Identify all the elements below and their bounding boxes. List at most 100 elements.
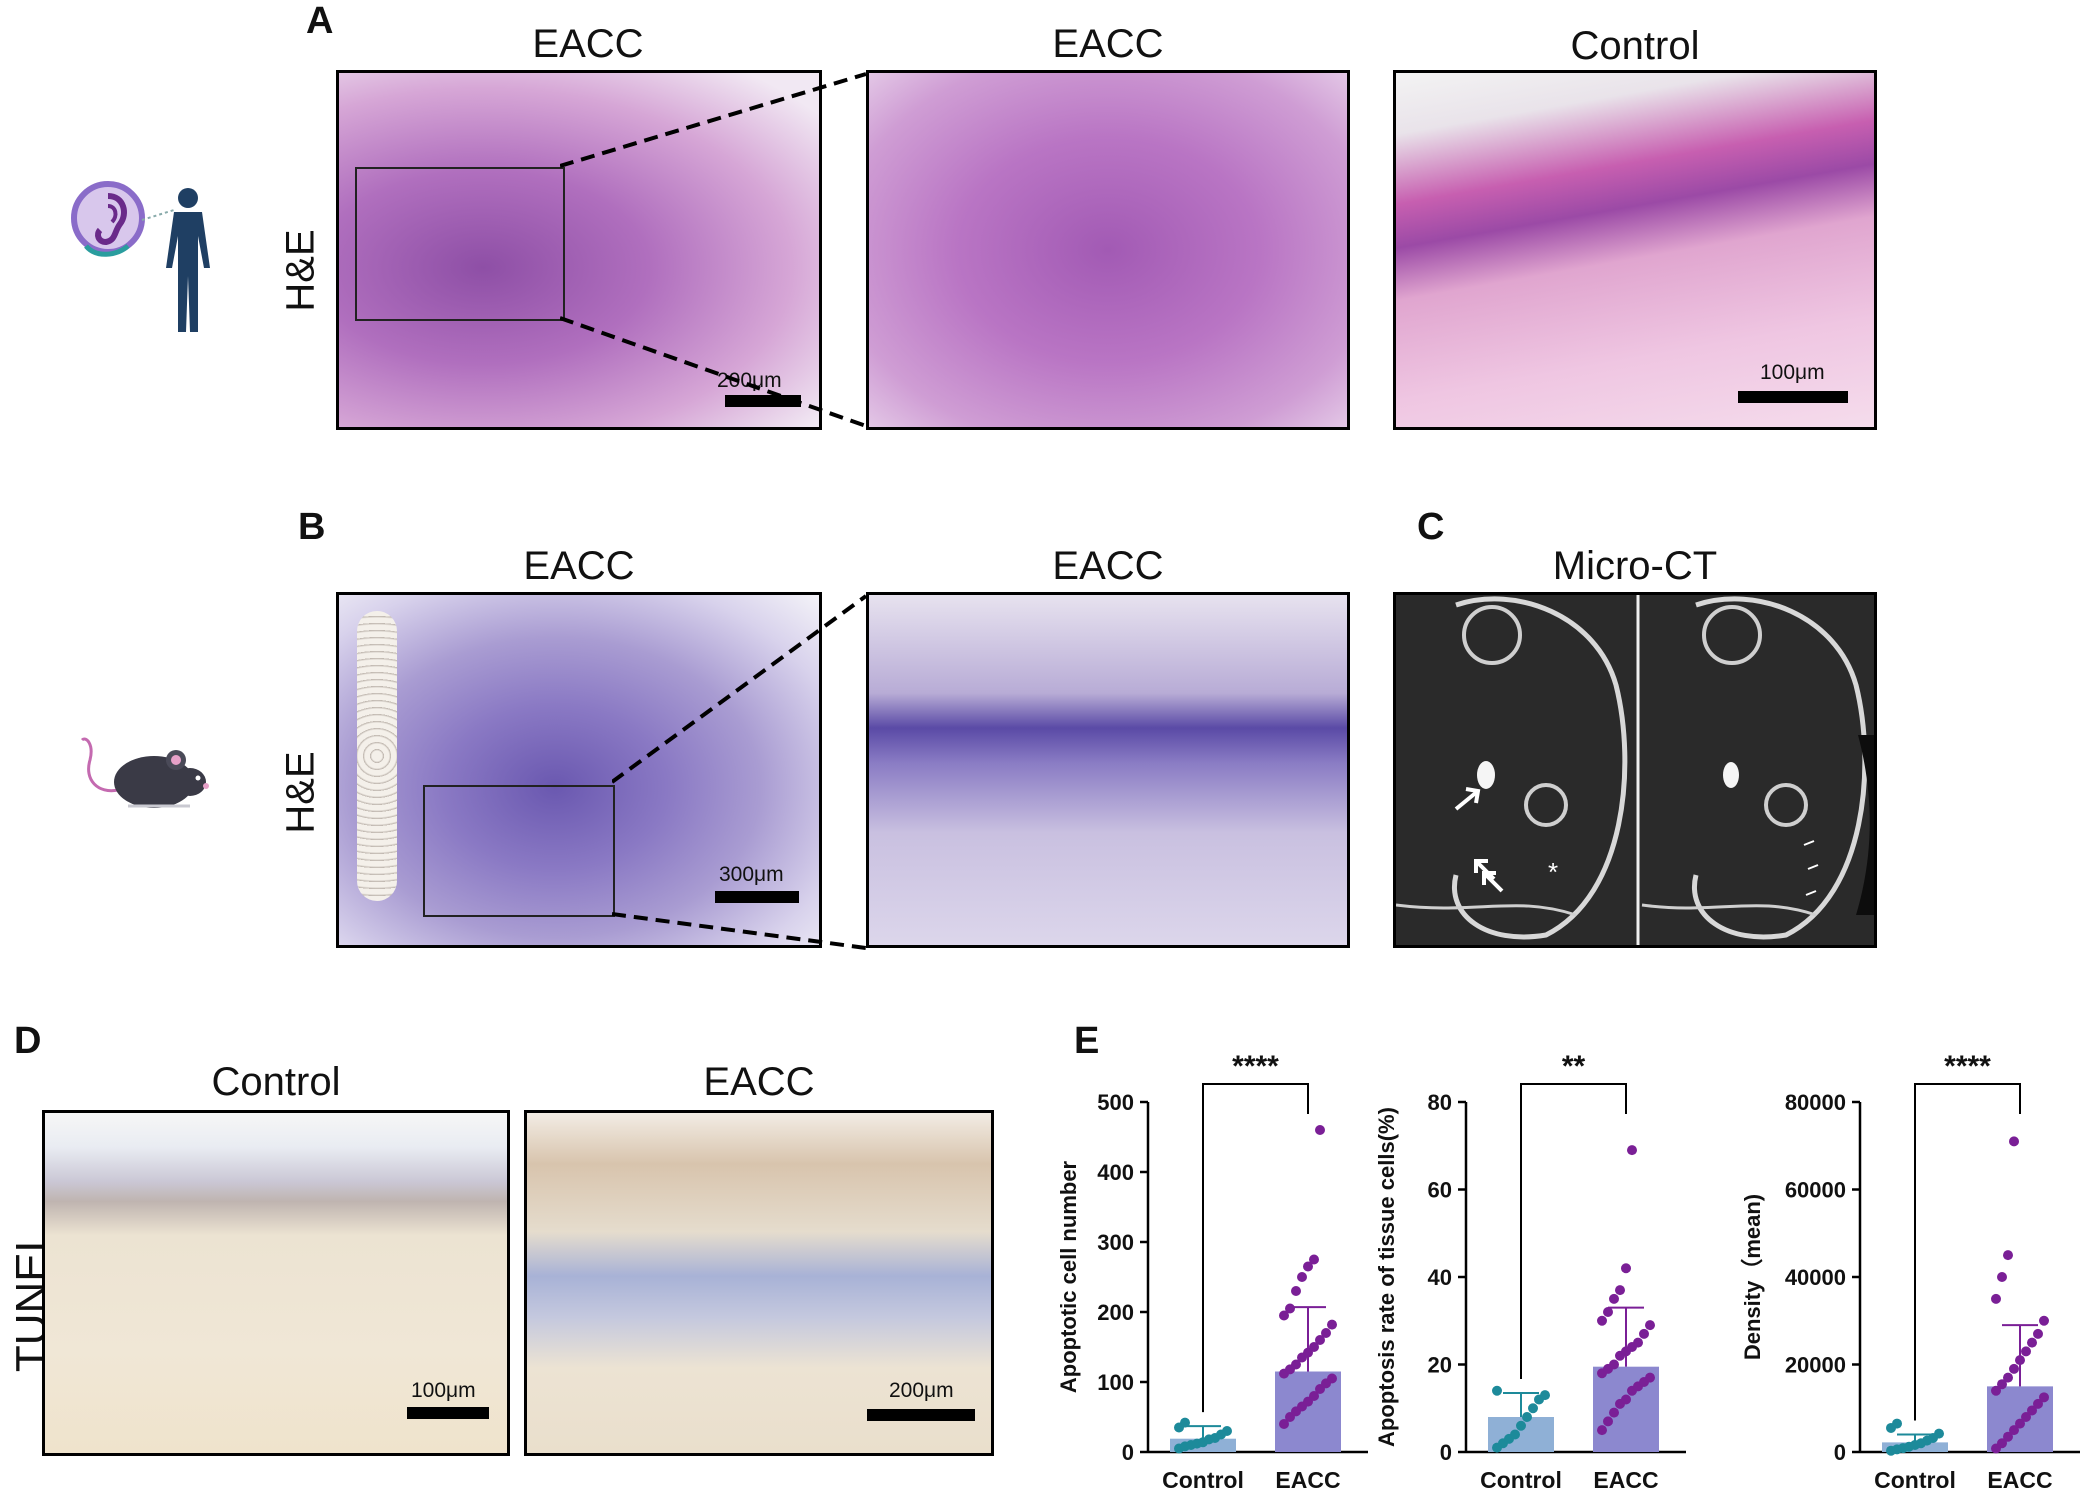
data-point [2033, 1398, 2043, 1409]
data-point [1309, 1391, 1319, 1401]
data-point [1510, 1429, 1520, 1440]
data-point [1934, 1428, 1944, 1439]
y-tick-label: 500 [1097, 1090, 1134, 1115]
data-point [2003, 1431, 2013, 1442]
data-point [1609, 1293, 1619, 1304]
data-point [2009, 1363, 2019, 1374]
significance-stars: ** [1562, 1050, 1586, 1083]
data-point [1997, 1438, 2007, 1449]
x-tick-label: EACC [1275, 1467, 1340, 1493]
data-point [2009, 1136, 2019, 1147]
he-image-human-eacc-zoom [866, 70, 1350, 430]
significance-bracket [1520, 1083, 1627, 1379]
y-tick-label: 20 [1428, 1353, 1452, 1378]
data-point [1309, 1342, 1319, 1352]
data-point [2021, 1412, 2031, 1422]
scale-bar [867, 1409, 975, 1421]
tunel-image-control: 100μm [42, 1110, 510, 1456]
panel-letter-d: D [14, 1020, 42, 1062]
scale-bar [725, 395, 801, 407]
panel-letter-a: A [306, 0, 334, 42]
image-title-b2: EACC [1052, 544, 1164, 588]
scale-bar [715, 891, 799, 903]
data-point [1516, 1420, 1526, 1431]
data-point [2009, 1425, 2019, 1436]
hair-shaft-region [357, 611, 397, 901]
small-arrowhead-icon [1803, 840, 1819, 896]
data-point [1621, 1394, 1631, 1405]
data-point [2033, 1328, 2043, 1339]
scale-bar [1738, 391, 1848, 403]
data-point [1645, 1372, 1655, 1383]
image-title-b1: EACC [523, 544, 635, 588]
scale-bar-label: 300μm [719, 863, 784, 886]
data-point [1597, 1425, 1607, 1436]
micro-ct-image: * [1393, 592, 1877, 948]
panel-letter-b: B [298, 506, 326, 548]
data-point [1180, 1417, 1190, 1428]
zoom-region-box [355, 167, 565, 321]
data-point [1609, 1407, 1619, 1418]
data-point [1303, 1261, 1313, 1272]
y-tick-label: 20000 [1785, 1353, 1846, 1378]
image-title-d2: EACC [703, 1060, 815, 1104]
tunel-image-eacc: 200μm [524, 1110, 994, 1456]
y-tick-label: 60000 [1785, 1178, 1846, 1203]
data-point [2021, 1346, 2031, 1357]
data-point [1285, 1303, 1295, 1314]
data-point [1892, 1418, 1902, 1429]
y-tick-label: 100 [1097, 1370, 1134, 1395]
chart-apoptosis-rate: 0 20 40 60 80 Apoptosis rate of tissue cells(… [1374, 1050, 1686, 1493]
data-point [1597, 1315, 1607, 1326]
data-point [1279, 1310, 1289, 1321]
row-label-b: H&E [278, 751, 323, 834]
data-point [1645, 1320, 1655, 1331]
y-tick-label: 0 [1122, 1440, 1134, 1465]
image-title-a2: EACC [1052, 22, 1164, 66]
row-label-a: H&E [278, 229, 323, 312]
image-title-a3: Control [1570, 24, 1700, 68]
mouse-icon [80, 737, 209, 808]
data-point [1621, 1263, 1631, 1274]
zoom-connector-lines-b [612, 594, 868, 950]
data-point [1615, 1285, 1625, 1296]
human-figure-icon [166, 188, 210, 332]
data-point [1603, 1307, 1613, 1317]
scale-bar-label: 100μm [411, 1379, 476, 1402]
y-tick-label: 0 [1834, 1440, 1846, 1465]
data-point [2027, 1405, 2037, 1416]
data-point [1291, 1359, 1301, 1370]
y-tick-label: 400 [1097, 1160, 1134, 1185]
data-point [2015, 1355, 2025, 1366]
y-tick-label: 40000 [1785, 1265, 1846, 1290]
data-point [2027, 1337, 2037, 1348]
zoom-connector-lines-a [560, 72, 867, 428]
chart-density-mean: 0 20000 40000 60000 80000 Density（mean) Contro… [1740, 1050, 2080, 1493]
data-point [1279, 1419, 1289, 1429]
data-point [2003, 1372, 2013, 1383]
data-point [2039, 1392, 2049, 1403]
image-title-d1: Control [211, 1060, 341, 1104]
significance-stars: **** [1232, 1050, 1279, 1083]
data-point [1991, 1293, 2001, 1304]
arrow-icon [1454, 787, 1481, 811]
panel-letter-c: C [1417, 506, 1445, 548]
data-point [1991, 1385, 2001, 1396]
x-tick-label: EACC [1593, 1467, 1658, 1493]
data-point [1327, 1373, 1337, 1384]
y-tick-label: 300 [1097, 1230, 1134, 1255]
micro-ct-title: Micro-CT [1552, 544, 1718, 588]
scale-bar-label: 200μm [889, 1379, 954, 1402]
double-arrow-icon [1474, 859, 1504, 893]
x-tick-label: Control [1162, 1467, 1244, 1493]
x-tick-label: Control [1874, 1467, 1956, 1493]
y-tick-label: 80 [1428, 1090, 1452, 1115]
x-tick-label: Control [1480, 1467, 1562, 1493]
data-point [1315, 1335, 1325, 1345]
data-point [1997, 1272, 2007, 1282]
data-point [2003, 1250, 2013, 1261]
he-image-mouse-eacc-overview: 300μm [336, 592, 822, 948]
data-point [1327, 1319, 1337, 1330]
data-point [1492, 1385, 1502, 1396]
y-tick-label: 0 [1440, 1440, 1452, 1465]
